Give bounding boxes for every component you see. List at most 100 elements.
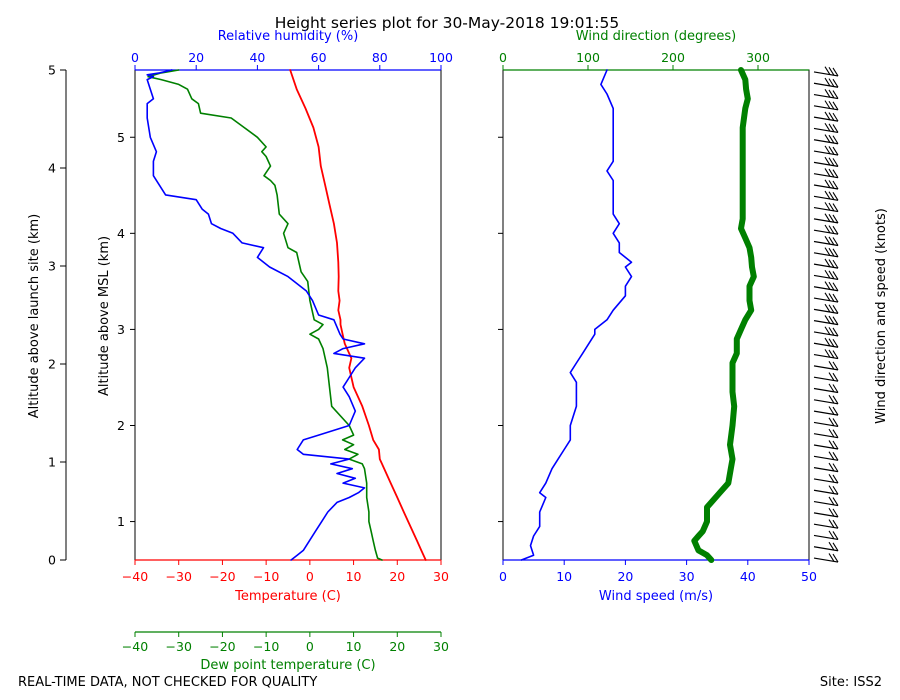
msl-axis-label: Altitude above MSL (km) [97, 236, 112, 396]
temperature-tick-label: −20 [209, 569, 235, 584]
right-plot-frame [502, 69, 810, 561]
wind-barb-flag [832, 361, 839, 371]
wind-barb [813, 478, 839, 484]
wind-barb-flag [832, 124, 839, 133]
direction-tick-label: 300 [746, 50, 770, 65]
dewpoint-line [147, 69, 383, 561]
wind-barb-flag [832, 180, 839, 190]
rh-tick-label: 60 [311, 50, 327, 65]
wind-barb [813, 184, 839, 190]
wind-barb-flag [824, 258, 831, 268]
wind-barb-flag [824, 269, 831, 279]
wind-barb [813, 240, 839, 247]
wind-barb-flag [832, 67, 839, 77]
wind-barb-flag [828, 349, 835, 359]
dewpoint-tick-label: −20 [209, 639, 235, 654]
wind-barb [813, 410, 839, 416]
wind-barb-flag [832, 78, 839, 88]
wind-barb-flag [828, 146, 835, 155]
rh-tick-label: 100 [429, 50, 453, 65]
wind-barb [813, 399, 839, 405]
wind-barb-flag [824, 236, 831, 245]
quality-notice: REAL-TIME DATA, NOT CHECKED FOR QUALITY [18, 675, 317, 690]
launch-tick-label: 0 [48, 553, 56, 568]
temperature-tick-label: 20 [389, 569, 405, 584]
launch-tick-label: 4 [48, 161, 56, 176]
wind-barb-flag [828, 67, 835, 76]
direction-tick-label: 0 [499, 50, 507, 65]
wind-barb-flag [832, 248, 839, 258]
wind-barb-flag [832, 452, 839, 461]
speed-tick-label: 50 [801, 569, 817, 584]
wind-barb-flag [828, 474, 835, 483]
rh-axis-label: Relative humidity (%) [218, 29, 359, 44]
rh-tick-label: 0 [131, 50, 139, 65]
speed-axis-label: Wind speed (m/s) [599, 589, 713, 604]
wind-barb [813, 308, 839, 314]
wind-barb-flag [824, 122, 831, 132]
wind-barb-flag [832, 316, 839, 325]
wind-barb [813, 82, 839, 88]
wind-barb [813, 297, 839, 303]
wind-barb-flag [832, 135, 839, 145]
rh-tick-label: 80 [372, 50, 388, 65]
wind-barb [813, 161, 839, 167]
wind-barb [813, 286, 839, 292]
direction-tick-label: 200 [661, 50, 685, 65]
temperature-line [289, 69, 427, 561]
wind-barb [813, 105, 839, 111]
wind-barb-flag [824, 303, 831, 313]
wind-barb [813, 557, 839, 563]
temperature-tick-label: −40 [122, 569, 148, 584]
wind-barb-flag [828, 507, 835, 517]
wind-barb-flag [824, 190, 831, 200]
wind-barb [813, 93, 839, 100]
chart-title: Height series plot for 30-May-2018 19:01… [275, 14, 620, 32]
launch-altitude-axis: 0 1 2 3 4 5 Altitude above launch site (km) [27, 63, 67, 568]
wind-barb-flag [824, 66, 831, 76]
rh-axis: 0 20 40 60 80 100 Relative humidity (%) [131, 29, 453, 71]
wind-barb-flag [828, 259, 835, 268]
wind-barb-flag [828, 406, 835, 415]
speed-tick-label: 20 [617, 569, 633, 584]
wind-barb [813, 320, 839, 326]
msl-tick-label: 1 [117, 514, 125, 529]
wind-barb [813, 150, 839, 156]
wind-barb [813, 218, 839, 224]
wind-speed-line [520, 69, 633, 561]
launch-tick-label: 3 [48, 259, 56, 274]
wind-barb-flag [828, 553, 835, 562]
wind-barb-flag [832, 112, 839, 122]
wind-barb [813, 116, 839, 122]
wind-barb-flag [824, 326, 831, 336]
wind-barb-flag [824, 179, 831, 189]
wind-barb [813, 71, 839, 77]
left-panel: −40 −30 −20 −10 0 10 20 30 Temperature (C) −40 −… [27, 29, 453, 673]
rh-line [146, 69, 366, 561]
wind-barb [813, 421, 839, 427]
wind-barb-flag [832, 553, 839, 563]
wind-barb-flag [832, 158, 839, 167]
wind-barb-flag [828, 214, 835, 223]
wind-barb-flag [828, 417, 835, 427]
msl-tick-label: 3 [117, 322, 125, 337]
wind-barb-flag [832, 463, 839, 472]
wind-barb-flag [832, 282, 839, 292]
wind-barb-flag [832, 440, 839, 450]
wind-barb [813, 127, 839, 134]
temperature-axis: −40 −30 −20 −10 0 10 20 30 Temperature (C) [122, 559, 449, 604]
wind-barb-flag [824, 337, 831, 347]
wind-barb-flag [824, 100, 831, 109]
wind-barb-flag [828, 315, 835, 325]
launch-axis-label: Altitude above launch site (km) [27, 214, 42, 418]
dewpoint-tick-label: 20 [389, 639, 405, 654]
wind-barb-flag [828, 134, 835, 144]
wind-barb-flag [824, 89, 831, 98]
dewpoint-tick-label: −10 [253, 639, 279, 654]
wind-barb-flag [828, 360, 835, 370]
wind-barb-flag [824, 156, 831, 166]
launch-tick-label: 5 [48, 63, 56, 78]
wind-barb [813, 467, 839, 473]
right-panel: 0 10 20 30 40 50 Wind speed (m/s) 0 100 200 300 … [498, 29, 889, 604]
wind-barb-flag [824, 202, 831, 211]
